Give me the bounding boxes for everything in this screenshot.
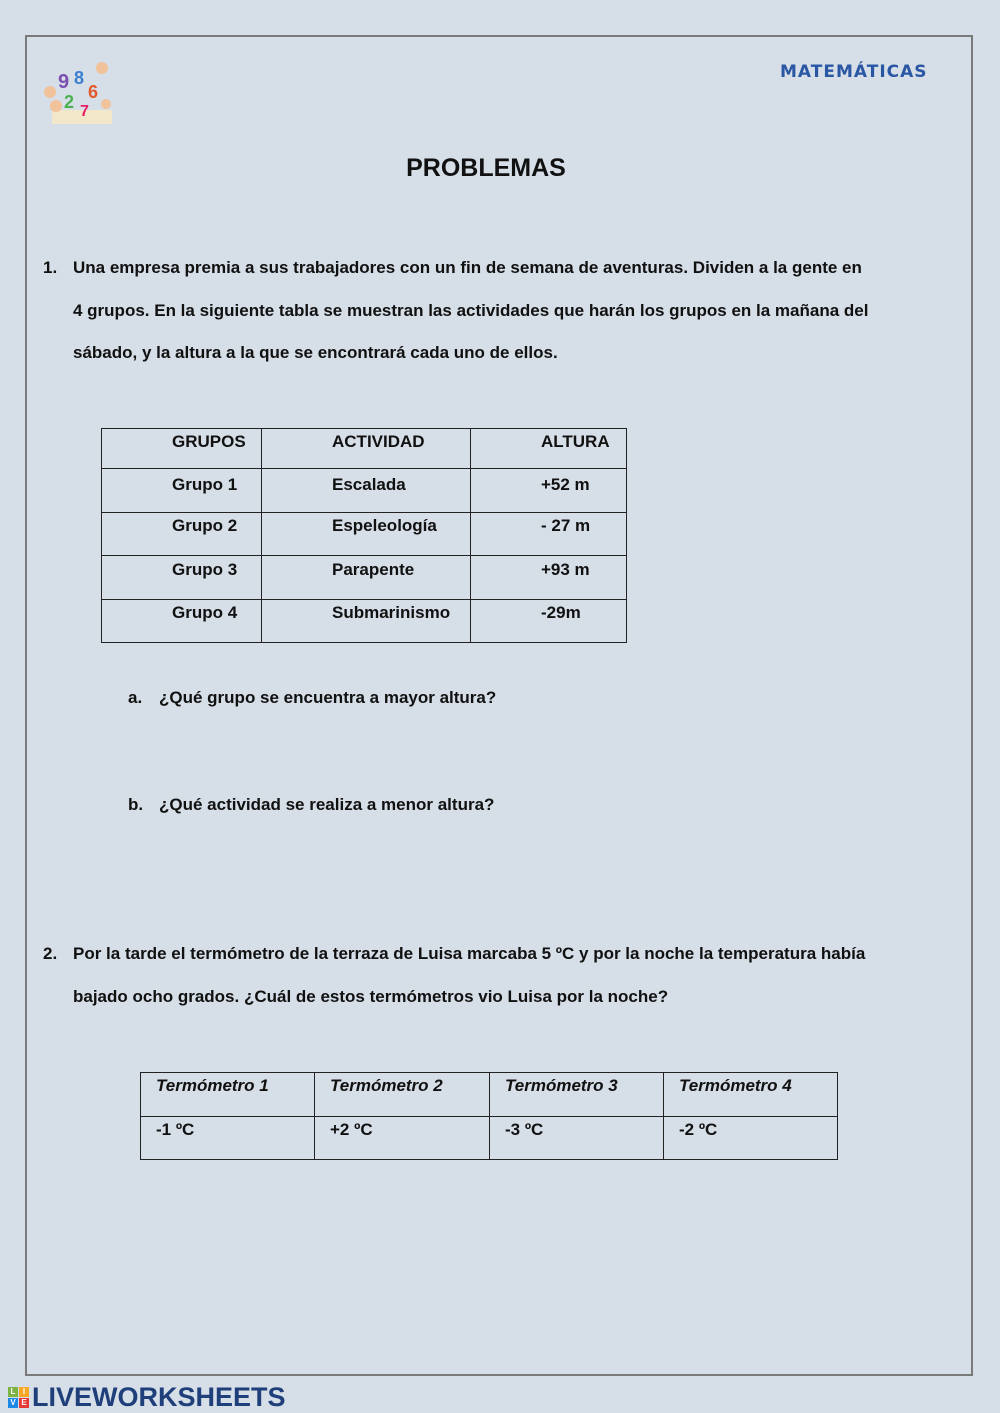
badge-letter: L	[8, 1387, 18, 1397]
badge-letter: V	[8, 1398, 18, 1408]
badge-letter: I	[19, 1387, 29, 1397]
svg-text:7: 7	[80, 103, 89, 120]
svg-text:8: 8	[74, 68, 84, 88]
cell: +93 m	[470, 555, 627, 600]
problem-1-text: Una empresa premia a sus trabajadores co…	[73, 247, 868, 375]
cell: Escalada	[261, 468, 471, 513]
table-row: -1 ºC +2 ºC -3 ºC -2 ºC	[140, 1116, 838, 1160]
logo-clipart: 9 8 6 2 7	[44, 58, 116, 128]
live-badge-icon: L I V E	[8, 1387, 29, 1408]
cell: Grupo 1	[101, 468, 262, 513]
table-row: Grupo 4 Submarinismo -29m	[101, 599, 627, 643]
cell: Grupo 3	[101, 555, 262, 600]
problem-2-text: Por la tarde el termómetro de la terraza…	[73, 933, 865, 1018]
text-line: Una empresa premia a sus trabajadores co…	[73, 258, 862, 277]
children-numbers-icon: 9 8 6 2 7	[44, 62, 112, 124]
header-cell: ACTIVIDAD	[261, 428, 471, 469]
svg-text:6: 6	[88, 82, 98, 102]
cell: -2 ºC	[663, 1116, 838, 1160]
thermometers-table: Termómetro 1 Termómetro 2 Termómetro 3 T…	[140, 1072, 838, 1160]
header-cell: Termómetro 4	[663, 1072, 838, 1117]
cell: - 27 m	[470, 512, 627, 556]
cell: -29m	[470, 599, 627, 643]
badge-letter: E	[19, 1398, 29, 1408]
svg-text:2: 2	[64, 92, 74, 112]
table-header-row: GRUPOS ACTIVIDAD ALTURA	[101, 428, 627, 469]
cell: -3 ºC	[489, 1116, 664, 1160]
header-cell: Termómetro 2	[314, 1072, 490, 1117]
text-line: Por la tarde el termómetro de la terraza…	[73, 944, 866, 963]
table-row: Grupo 1 Escalada +52 m	[101, 468, 627, 513]
text-line: bajado ocho grados. ¿Cuál de estos termó…	[73, 986, 669, 1006]
question-b-label: b.	[128, 795, 144, 814]
page-border	[25, 35, 973, 1376]
question-a-label: a.	[128, 688, 143, 707]
header-cell: ALTURA	[470, 428, 627, 469]
activities-table: GRUPOS ACTIVIDAD ALTURA Grupo 1 Escalada +…	[101, 428, 627, 643]
text-line: 4 grupos. En la siguiente tabla se muest…	[73, 300, 869, 320]
cell: +52 m	[470, 468, 627, 513]
cell: Grupo 4	[101, 599, 262, 643]
problem-2-number: 2.	[43, 944, 58, 963]
svg-text:9: 9	[58, 71, 69, 93]
table-header-row: Termómetro 1 Termómetro 2 Termómetro 3 T…	[140, 1072, 838, 1117]
table-row: Grupo 2 Espeleología - 27 m	[101, 512, 627, 556]
cell: Grupo 2	[101, 512, 262, 556]
cell: +2 ºC	[314, 1116, 490, 1160]
brand-name: LIVEWORKSHEETS	[32, 1382, 286, 1412]
problem-1-number: 1.	[43, 258, 58, 277]
header-cell: Termómetro 3	[489, 1072, 664, 1117]
cell: Espeleología	[261, 512, 471, 556]
cell: Parapente	[261, 555, 471, 600]
table-row: Grupo 3 Parapente +93 m	[101, 555, 627, 600]
question-b-text: ¿Qué actividad se realiza a menor altura…	[159, 795, 495, 814]
subject-label: MATEMÁTICAS	[780, 62, 928, 82]
cell: Submarinismo	[261, 599, 471, 643]
text-line: sábado, y la altura a la que se encontra…	[73, 343, 558, 362]
page-title: PROBLEMAS	[406, 154, 566, 182]
header-cell: Termómetro 1	[140, 1072, 315, 1117]
liveworksheets-logo[interactable]: L I V E LIVEWORKSHEETS	[8, 1382, 286, 1413]
cell: -1 ºC	[140, 1116, 315, 1160]
question-a-text: ¿Qué grupo se encuentra a mayor altura?	[159, 688, 497, 707]
header-cell: GRUPOS	[101, 428, 262, 469]
